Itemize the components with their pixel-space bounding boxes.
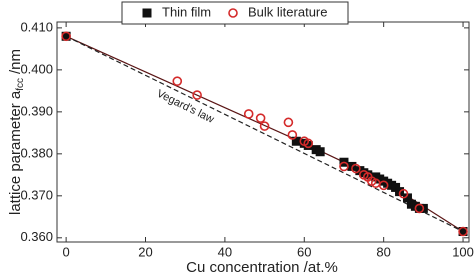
y-tick-label: 0.400 [20, 61, 53, 76]
fit-line [65, 35, 464, 233]
point [259, 121, 270, 131]
legend-box [121, 1, 349, 25]
y-label-sub: fcc [15, 78, 26, 91]
y-label-text: lattice parameter a [7, 90, 24, 215]
y-tick-label: 0.370 [20, 187, 53, 202]
legend-marker [142, 8, 152, 18]
point [351, 163, 361, 174]
point [315, 147, 325, 157]
y-tick-label: 0.380 [20, 145, 53, 160]
point [61, 31, 71, 42]
point [303, 138, 314, 149]
y-tick-label: 0.360 [20, 229, 53, 244]
point [283, 117, 294, 128]
plot-frame [56, 21, 470, 243]
point [61, 31, 71, 41]
point [287, 130, 298, 140]
x-tick-label: 20 [138, 244, 152, 259]
y-label-unit: /nm [7, 49, 24, 74]
point [458, 227, 468, 237]
legend-label: Thin film [162, 4, 211, 19]
legend-marker [228, 8, 238, 18]
point [243, 109, 254, 119]
line-annotation: Vegard's law [155, 88, 216, 126]
y-axis-label: lattice parameter afcc/nm [7, 49, 26, 215]
y-tick-label: 0.390 [20, 103, 53, 118]
point [303, 140, 313, 150]
point [402, 193, 412, 203]
x-axis-label: Cu concentration /at.% [186, 259, 338, 276]
y-tick-label: 0.410 [20, 19, 53, 34]
point [172, 76, 183, 86]
point [255, 113, 266, 123]
point [414, 203, 425, 214]
point [398, 188, 409, 199]
x-tick-label: 40 [218, 244, 232, 259]
x-tick-label: 100 [452, 244, 474, 259]
point [291, 136, 301, 146]
x-tick-label: 0 [63, 244, 70, 259]
x-tick-label: 80 [376, 244, 390, 259]
point [458, 226, 468, 237]
point [339, 161, 349, 172]
legend-label: Bulk literature [248, 4, 327, 19]
x-tick-label: 60 [297, 244, 311, 259]
point [378, 180, 389, 191]
point [192, 90, 202, 100]
